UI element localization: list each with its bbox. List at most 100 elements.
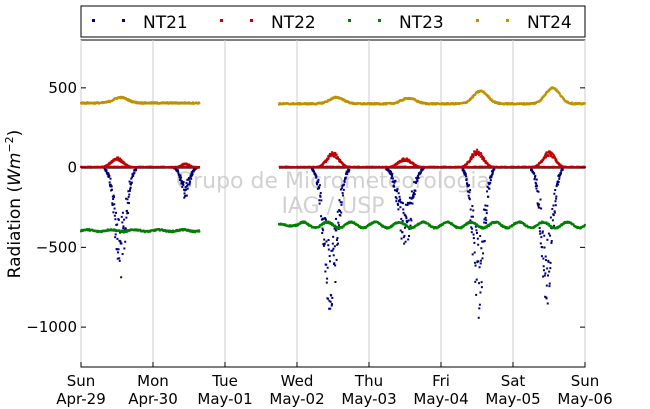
y-tick-label: −500 xyxy=(36,238,77,256)
data-point xyxy=(330,222,333,225)
data-point xyxy=(410,197,413,200)
data-point xyxy=(553,211,556,214)
data-point xyxy=(333,155,336,158)
data-point xyxy=(397,208,400,211)
data-point xyxy=(169,101,172,104)
legend-item-nt23: NT23 xyxy=(348,13,444,33)
data-point xyxy=(126,230,129,233)
data-point xyxy=(117,218,120,221)
data-point xyxy=(470,155,473,158)
data-point xyxy=(123,218,126,221)
data-point xyxy=(327,238,330,241)
data-point xyxy=(324,216,327,219)
data-point xyxy=(109,183,112,186)
legend-item-nt24: NT24 xyxy=(476,13,572,33)
data-point xyxy=(475,229,478,232)
data-point xyxy=(131,173,134,176)
data-point xyxy=(538,230,541,233)
data-point xyxy=(337,158,340,161)
data-point xyxy=(413,226,416,229)
data-point xyxy=(324,218,327,221)
data-point xyxy=(420,101,423,104)
data-point xyxy=(468,198,471,201)
data-point xyxy=(470,231,473,234)
data-point xyxy=(185,182,188,185)
data-point xyxy=(541,246,544,249)
data-point xyxy=(402,236,405,239)
data-point xyxy=(558,92,561,95)
data-point xyxy=(198,166,201,169)
data-point xyxy=(331,296,334,299)
data-point xyxy=(129,188,132,191)
data-point xyxy=(467,194,470,197)
data-point xyxy=(320,215,323,218)
legend-marker xyxy=(122,19,125,22)
data-point xyxy=(321,227,324,230)
data-point xyxy=(114,236,117,239)
data-point xyxy=(189,174,192,177)
data-point xyxy=(467,184,470,187)
x-tick-date: May-02 xyxy=(269,390,324,408)
data-point xyxy=(478,154,481,157)
data-point xyxy=(396,188,399,191)
data-point xyxy=(307,102,310,105)
data-point xyxy=(335,153,338,156)
data-point xyxy=(480,259,483,262)
data-point xyxy=(114,218,117,221)
data-point xyxy=(191,229,194,232)
data-point xyxy=(188,183,191,186)
data-point xyxy=(330,249,333,252)
data-point xyxy=(348,169,351,172)
data-point xyxy=(397,203,400,206)
data-point xyxy=(359,225,362,228)
data-point xyxy=(540,236,543,239)
data-point xyxy=(188,177,191,180)
x-tick-day: Tue xyxy=(211,372,238,390)
data-point xyxy=(198,230,201,233)
data-point xyxy=(298,103,301,106)
data-point xyxy=(535,187,538,190)
data-point xyxy=(469,208,472,211)
y-tick-label: −1000 xyxy=(26,318,77,336)
data-point xyxy=(490,223,493,226)
data-point xyxy=(475,293,478,296)
data-point xyxy=(547,232,550,235)
data-point xyxy=(189,180,192,183)
data-point xyxy=(488,224,491,227)
data-point xyxy=(471,227,474,230)
data-point xyxy=(480,286,483,289)
data-point xyxy=(393,181,396,184)
data-point xyxy=(374,103,377,106)
data-point xyxy=(118,257,121,260)
data-point xyxy=(412,195,415,198)
data-point xyxy=(477,243,480,246)
data-point xyxy=(412,191,415,194)
data-point xyxy=(413,193,416,196)
data-point xyxy=(320,199,323,202)
data-point xyxy=(557,183,560,186)
data-point xyxy=(343,180,346,183)
data-point xyxy=(337,221,340,224)
data-point xyxy=(478,303,481,306)
data-point xyxy=(337,224,340,227)
data-point xyxy=(570,221,573,224)
data-point xyxy=(542,269,545,272)
data-point xyxy=(547,155,550,158)
data-point xyxy=(480,247,483,250)
data-point xyxy=(484,208,487,211)
data-point xyxy=(116,257,119,260)
data-point xyxy=(117,248,120,251)
data-point xyxy=(416,174,419,177)
data-point xyxy=(410,190,413,193)
data-point xyxy=(462,168,465,171)
data-point xyxy=(531,169,534,172)
data-point xyxy=(583,102,586,105)
data-point xyxy=(328,299,331,302)
legend-marker xyxy=(378,19,381,22)
data-point xyxy=(117,156,120,159)
data-point xyxy=(175,230,178,233)
data-point xyxy=(385,226,388,229)
data-point xyxy=(558,177,561,180)
data-point xyxy=(130,181,133,184)
